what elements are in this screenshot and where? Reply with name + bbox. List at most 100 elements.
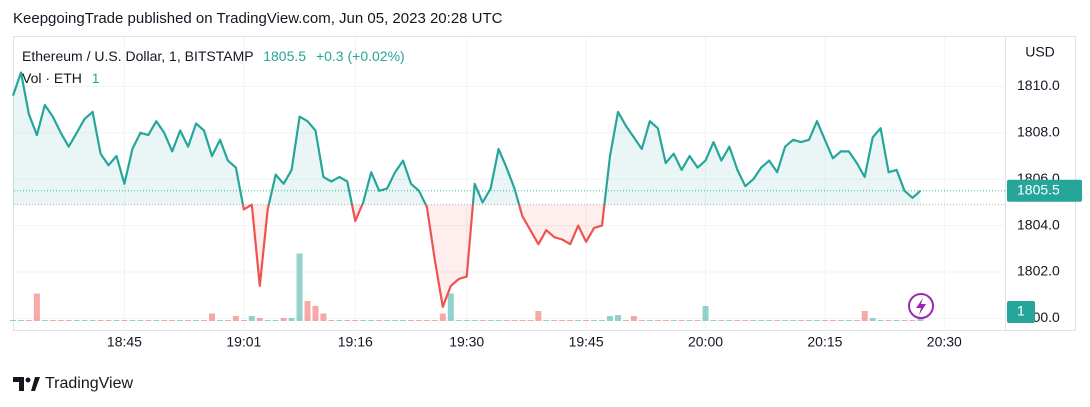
baseline-area xyxy=(13,72,921,307)
y-tick-label: 1808.0 xyxy=(1017,124,1060,140)
volume-bar xyxy=(280,318,287,321)
volume-title: Vol · ETH xyxy=(22,70,82,86)
volume-bar xyxy=(209,313,215,321)
volume-bar xyxy=(248,316,255,321)
price-line xyxy=(11,71,922,308)
volume-bar xyxy=(352,320,359,321)
volume-bar xyxy=(65,320,72,321)
y-tick-label: 1802.0 xyxy=(1017,263,1060,279)
last-volume-box xyxy=(1007,301,1035,323)
y-tick-label: 1810.0 xyxy=(1017,77,1060,93)
volume-bar xyxy=(806,320,812,321)
volume-bar xyxy=(837,320,844,321)
volume-bar xyxy=(670,320,677,321)
volume-bar xyxy=(662,320,669,321)
volume-bar xyxy=(25,320,32,321)
x-tick-label: 20:30 xyxy=(927,334,962,350)
volume-bar xyxy=(288,318,295,321)
x-tick-label: 18:45 xyxy=(107,334,142,350)
volume-bar xyxy=(360,320,367,321)
volume-bar xyxy=(543,320,550,321)
legend-change: +0.3 (+0.02%) xyxy=(316,48,405,64)
last-price-label: 1805.5 xyxy=(1017,182,1060,198)
publish-info: KeepgoingTrade published on TradingView.… xyxy=(13,10,503,27)
volume-bar xyxy=(232,316,239,321)
volume-bar xyxy=(17,320,24,321)
currency: USD xyxy=(1025,44,1055,60)
volume-bar xyxy=(431,320,438,321)
x-tick-label: 20:15 xyxy=(807,334,842,350)
logo-dot xyxy=(25,377,31,383)
volume-bar xyxy=(503,320,510,321)
volume-bar xyxy=(471,320,478,321)
volume-bar xyxy=(312,306,319,321)
volume-bar xyxy=(591,320,598,321)
volume-bar xyxy=(734,320,741,321)
volume-bar xyxy=(193,320,200,321)
volume-bar xyxy=(869,318,876,321)
volume-bar xyxy=(169,320,176,321)
volume-bar xyxy=(607,316,613,321)
volume-bar xyxy=(535,311,542,321)
volume-bar xyxy=(121,320,128,321)
volume-bar xyxy=(782,320,789,321)
volume-bar xyxy=(845,320,852,321)
volume-bar xyxy=(376,320,383,321)
volume-bar xyxy=(113,320,120,321)
volume-bar xyxy=(614,315,621,321)
lightning-icon[interactable] xyxy=(908,293,934,319)
volume-bar xyxy=(861,311,868,321)
volume-bar xyxy=(455,320,462,321)
y-tick-label: 1804.0 xyxy=(1017,216,1060,232)
logo-t xyxy=(13,377,24,391)
volume-bar xyxy=(320,313,327,321)
brand: TradingView xyxy=(45,375,133,392)
volume-bar xyxy=(877,320,884,321)
volume-bar xyxy=(821,320,828,321)
volume-bar xyxy=(463,320,470,321)
volume-bar xyxy=(893,320,900,321)
volume-bar xyxy=(750,320,757,321)
volume-bar xyxy=(240,320,247,321)
footer-logo: TradingView xyxy=(13,375,133,392)
volume-bar xyxy=(105,320,112,321)
volume-bar xyxy=(495,320,502,321)
volume-bar xyxy=(415,320,422,321)
volume-bar xyxy=(256,318,263,321)
volume-bar xyxy=(702,306,709,321)
volume-bar xyxy=(718,320,725,321)
volume-bar xyxy=(519,320,526,321)
volume-legend-value: 1 xyxy=(92,70,100,86)
volume-bar xyxy=(917,318,924,321)
volume-bar xyxy=(790,320,797,321)
volume-bar xyxy=(161,320,168,321)
x-tick-label: 19:45 xyxy=(569,334,604,350)
volume-bar xyxy=(272,320,279,321)
volume-bar xyxy=(686,320,693,321)
volume-bar xyxy=(439,313,446,321)
volume-bar xyxy=(224,320,231,321)
volume-bar xyxy=(304,301,311,321)
legend-price: 1805.5 xyxy=(263,48,306,64)
volume-bar xyxy=(567,320,574,321)
volume-bar xyxy=(909,320,916,321)
volume-bar xyxy=(742,320,749,321)
volume-bar xyxy=(57,320,64,321)
volume-bar xyxy=(264,320,271,321)
volume-bar xyxy=(328,320,335,321)
x-tick-label: 19:01 xyxy=(226,334,261,350)
volume-bar xyxy=(368,320,375,321)
volume-bar xyxy=(177,320,184,321)
icon-bolt[interactable] xyxy=(916,298,926,315)
volume-bar xyxy=(344,320,351,321)
volume-bar xyxy=(798,320,805,321)
volume-bar xyxy=(153,320,160,321)
volume-bar xyxy=(97,320,104,321)
volume-bar xyxy=(901,320,908,321)
volume-bar xyxy=(33,293,40,321)
volume-bar xyxy=(678,320,685,321)
volume-bar xyxy=(384,320,391,321)
volume-bar xyxy=(145,320,152,321)
volume-bar xyxy=(630,316,637,321)
last-volume-label: 1 xyxy=(1017,303,1025,319)
